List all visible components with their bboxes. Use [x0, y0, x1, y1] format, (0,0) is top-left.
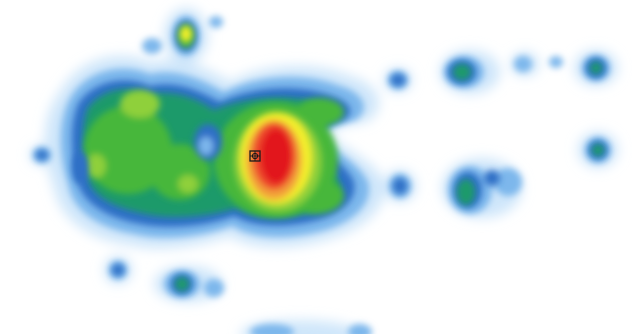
center-right-darkblue	[393, 178, 407, 194]
upper-left-lightblue	[142, 38, 162, 54]
core-deep-red	[260, 128, 292, 184]
top-spot-yellow	[180, 26, 192, 42]
mid-right-darkblue-2	[484, 170, 500, 186]
bottom-left-lightblue-2	[204, 279, 224, 297]
top-right-small-lightblue	[209, 16, 223, 28]
bottom-left-darkblue-3	[112, 264, 124, 276]
upper-mid-darkblue	[391, 74, 405, 86]
far-right-top-teal	[590, 62, 602, 74]
inner-blue-pocket-light	[199, 137, 213, 155]
bottom-center-lightblue-2	[348, 324, 372, 334]
small-spot-lightblue	[549, 56, 563, 68]
far-right-teal	[592, 144, 604, 156]
left-blue-pocket	[72, 152, 88, 184]
right-cluster-teal	[453, 64, 471, 80]
bottom-center-lightblue	[250, 324, 294, 334]
mid-right-teal	[457, 179, 475, 205]
mid-right-lightblue-2	[494, 168, 522, 196]
upper-left-green	[120, 90, 160, 118]
right-spot-lightblue	[514, 56, 532, 72]
bottom-left-teal	[175, 277, 189, 291]
left-edge-darkblue	[36, 150, 48, 160]
blue-hole-layer	[72, 124, 222, 184]
hot-core-layer	[234, 112, 322, 212]
crosshair-icon	[249, 150, 261, 162]
center-green-arm	[296, 98, 344, 126]
small-lime-spot-2	[86, 154, 106, 178]
small-lime-spot	[178, 175, 198, 193]
